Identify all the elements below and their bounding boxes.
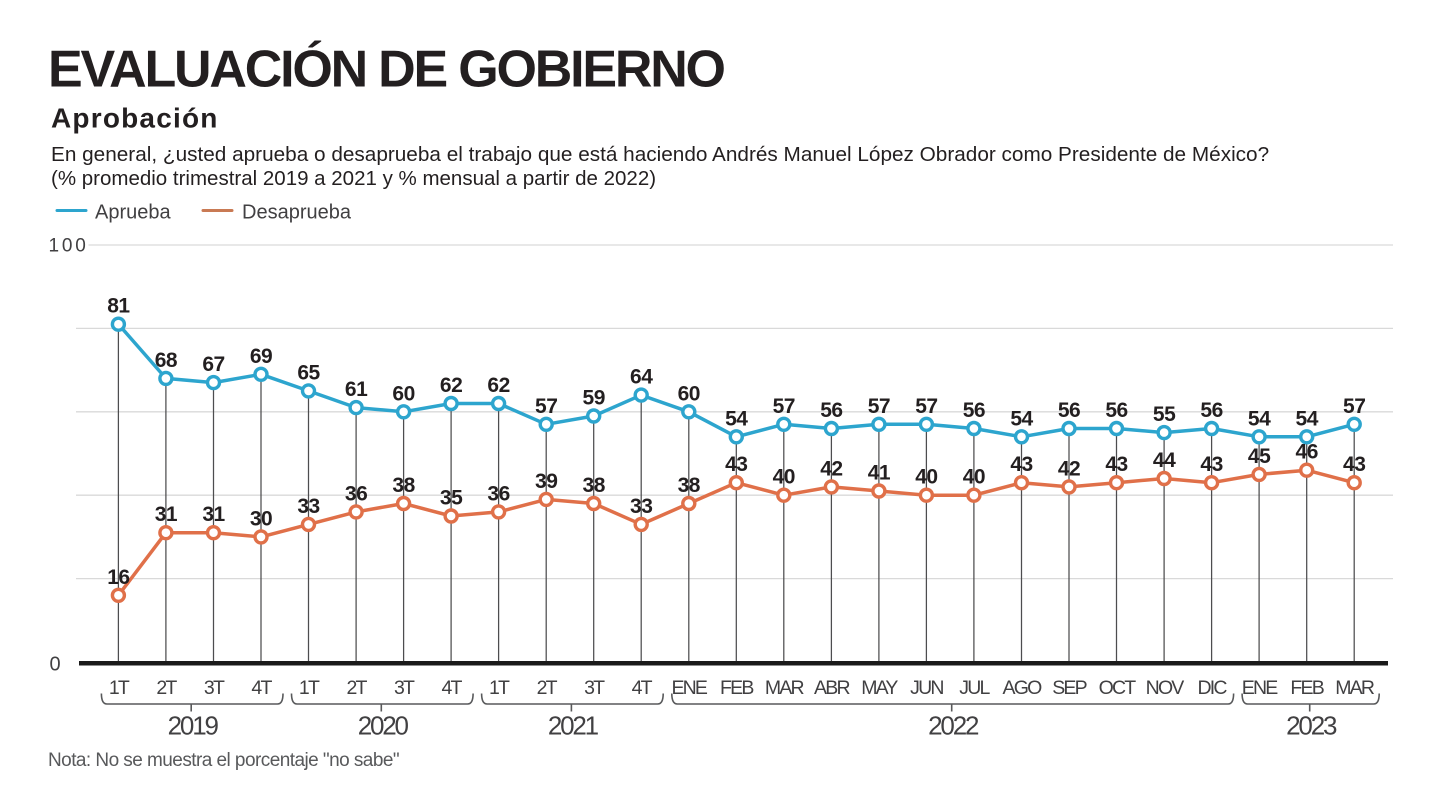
svg-text:2T: 2T bbox=[156, 677, 177, 699]
svg-text:16: 16 bbox=[107, 566, 129, 589]
svg-text:2020: 2020 bbox=[358, 711, 409, 741]
svg-text:62: 62 bbox=[487, 374, 509, 397]
svg-text:JUN: JUN bbox=[910, 677, 943, 699]
svg-text:30: 30 bbox=[250, 507, 272, 530]
svg-text:FEB: FEB bbox=[1290, 677, 1323, 699]
svg-text:3T: 3T bbox=[204, 677, 225, 699]
svg-text:2019: 2019 bbox=[168, 711, 219, 741]
svg-text:4T: 4T bbox=[251, 677, 272, 699]
svg-text:1T: 1T bbox=[489, 677, 510, 699]
svg-text:0: 0 bbox=[50, 654, 61, 676]
svg-text:68: 68 bbox=[155, 349, 178, 372]
svg-text:45: 45 bbox=[1248, 445, 1271, 468]
svg-text:FEB: FEB bbox=[720, 677, 753, 699]
svg-text:2T: 2T bbox=[347, 677, 368, 699]
svg-text:39: 39 bbox=[535, 470, 557, 493]
svg-text:SEP: SEP bbox=[1052, 677, 1086, 699]
svg-text:(% promedio trimestral 2019 a: (% promedio trimestral 2019 a 2021 y % m… bbox=[51, 167, 656, 190]
svg-text:33: 33 bbox=[297, 495, 319, 518]
svg-text:55: 55 bbox=[1153, 403, 1176, 426]
svg-text:31: 31 bbox=[202, 503, 225, 526]
svg-text:43: 43 bbox=[1200, 453, 1222, 476]
svg-text:35: 35 bbox=[440, 487, 463, 510]
svg-text:MAR: MAR bbox=[1335, 677, 1375, 699]
svg-text:ABR: ABR bbox=[814, 677, 850, 699]
svg-text:57: 57 bbox=[1343, 395, 1365, 418]
svg-text:43: 43 bbox=[1010, 453, 1032, 476]
svg-text:46: 46 bbox=[1296, 441, 1318, 464]
svg-text:56: 56 bbox=[820, 399, 842, 422]
svg-text:3T: 3T bbox=[394, 677, 415, 699]
svg-text:64: 64 bbox=[630, 366, 653, 389]
svg-text:59: 59 bbox=[583, 387, 605, 410]
svg-text:57: 57 bbox=[773, 395, 795, 418]
svg-text:31: 31 bbox=[155, 503, 178, 526]
svg-text:ENE: ENE bbox=[671, 677, 707, 699]
svg-text:81: 81 bbox=[107, 295, 130, 318]
svg-text:1T: 1T bbox=[109, 677, 130, 699]
svg-text:2022: 2022 bbox=[928, 711, 979, 741]
svg-text:44: 44 bbox=[1153, 449, 1176, 472]
svg-text:54: 54 bbox=[1296, 407, 1319, 430]
svg-text:NOV: NOV bbox=[1146, 677, 1185, 699]
svg-text:43: 43 bbox=[1105, 453, 1127, 476]
svg-text:2021: 2021 bbox=[548, 711, 599, 741]
svg-text:56: 56 bbox=[963, 399, 985, 422]
svg-text:36: 36 bbox=[487, 482, 509, 505]
svg-text:2T: 2T bbox=[537, 677, 558, 699]
svg-text:65: 65 bbox=[297, 361, 320, 384]
svg-text:41: 41 bbox=[868, 462, 891, 485]
svg-text:69: 69 bbox=[250, 345, 272, 368]
svg-text:2023: 2023 bbox=[1286, 711, 1337, 741]
svg-text:DIC: DIC bbox=[1198, 677, 1228, 699]
svg-text:42: 42 bbox=[820, 457, 842, 480]
svg-text:54: 54 bbox=[1010, 407, 1033, 430]
svg-text:67: 67 bbox=[202, 353, 224, 376]
svg-text:4T: 4T bbox=[442, 677, 463, 699]
svg-text:OCT: OCT bbox=[1099, 677, 1137, 699]
svg-text:ENE: ENE bbox=[1242, 677, 1278, 699]
svg-text:40: 40 bbox=[963, 466, 985, 489]
svg-text:60: 60 bbox=[678, 382, 700, 405]
svg-text:100: 100 bbox=[49, 236, 89, 257]
svg-text:JUL: JUL bbox=[959, 677, 990, 699]
svg-text:60: 60 bbox=[392, 382, 414, 405]
svg-text:MAY: MAY bbox=[861, 677, 898, 699]
svg-text:MAR: MAR bbox=[765, 677, 805, 699]
svg-text:54: 54 bbox=[725, 407, 748, 430]
svg-text:33: 33 bbox=[630, 495, 652, 518]
svg-text:1T: 1T bbox=[299, 677, 320, 699]
svg-text:42: 42 bbox=[1058, 457, 1080, 480]
svg-text:43: 43 bbox=[725, 453, 747, 476]
svg-text:38: 38 bbox=[678, 474, 701, 497]
svg-text:38: 38 bbox=[583, 474, 606, 497]
svg-text:En general, ¿usted aprueba o d: En general, ¿usted aprueba o desaprueba … bbox=[51, 143, 1269, 166]
svg-text:57: 57 bbox=[535, 395, 557, 418]
svg-text:56: 56 bbox=[1200, 399, 1222, 422]
svg-text:57: 57 bbox=[868, 395, 890, 418]
svg-text:61: 61 bbox=[345, 378, 368, 401]
svg-text:Aprobación: Aprobación bbox=[51, 103, 219, 134]
svg-text:40: 40 bbox=[773, 466, 795, 489]
svg-text:54: 54 bbox=[1248, 407, 1271, 430]
svg-text:40: 40 bbox=[915, 466, 937, 489]
svg-text:56: 56 bbox=[1105, 399, 1127, 422]
svg-text:AGO: AGO bbox=[1003, 677, 1043, 699]
svg-text:EVALUACIÓN DE GOBIERNO: EVALUACIÓN DE GOBIERNO bbox=[48, 41, 725, 99]
svg-text:Aprueba: Aprueba bbox=[95, 202, 171, 224]
svg-text:4T: 4T bbox=[632, 677, 653, 699]
svg-text:Nota: No se muestra el porcent: Nota: No se muestra el porcentaje "no sa… bbox=[48, 750, 399, 771]
svg-text:38: 38 bbox=[392, 474, 415, 497]
svg-text:3T: 3T bbox=[584, 677, 605, 699]
svg-text:43: 43 bbox=[1343, 453, 1365, 476]
svg-text:57: 57 bbox=[915, 395, 937, 418]
svg-text:56: 56 bbox=[1058, 399, 1080, 422]
svg-text:Desaprueba: Desaprueba bbox=[242, 202, 352, 224]
svg-text:36: 36 bbox=[345, 482, 367, 505]
svg-text:62: 62 bbox=[440, 374, 462, 397]
